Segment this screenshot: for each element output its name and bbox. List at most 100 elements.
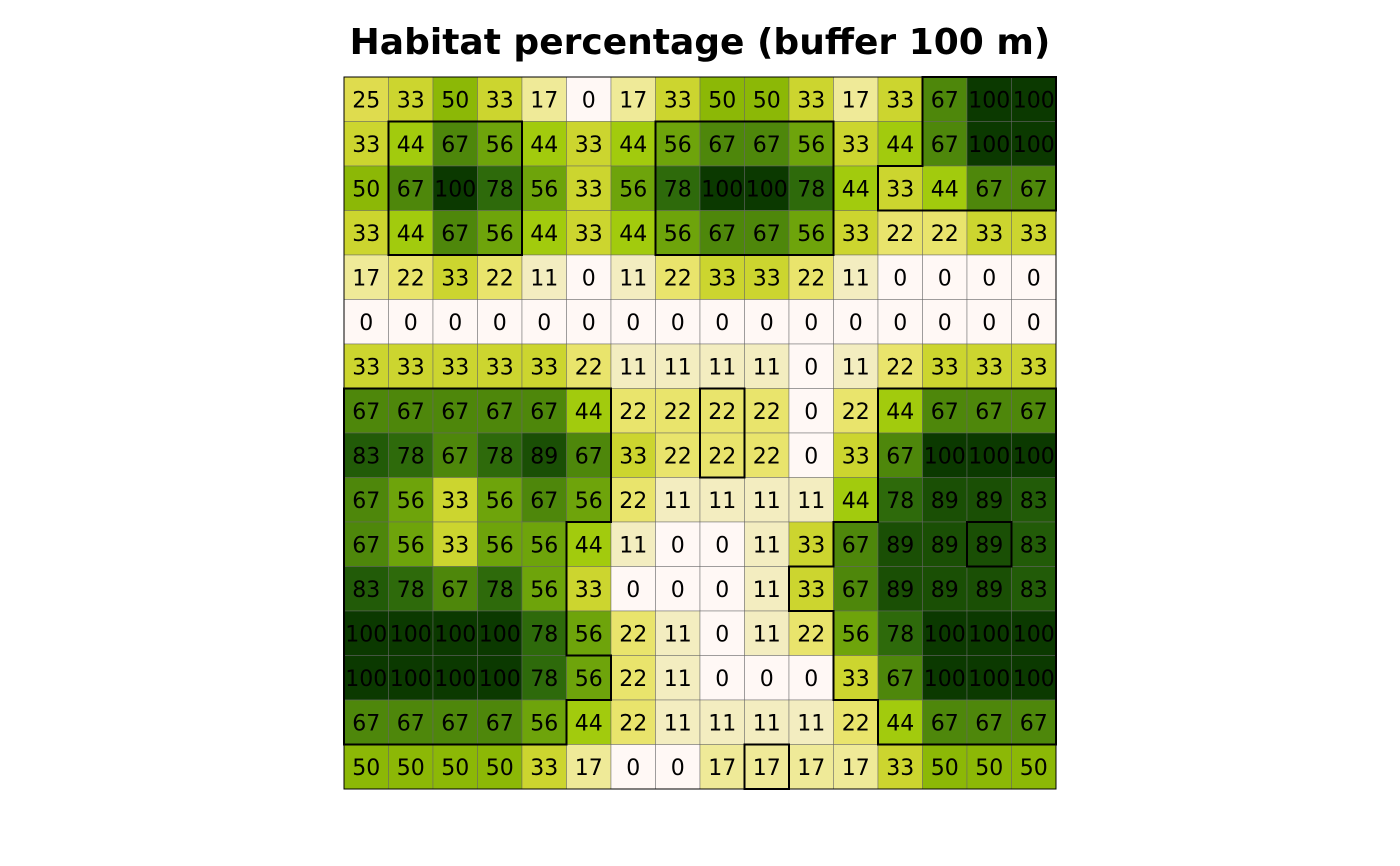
heatmap-cell — [744, 566, 790, 612]
heatmap-cell — [788, 254, 834, 300]
heatmap-cell — [343, 121, 389, 167]
cell-value-label: 67 — [975, 177, 1003, 202]
cell-value-label: 11 — [664, 622, 692, 647]
cell-value-label: 33 — [931, 355, 959, 380]
cell-value-label: 56 — [486, 222, 514, 247]
cell-value-label: 17 — [842, 88, 870, 113]
heatmap-cell — [1011, 254, 1057, 300]
cell-value-label: 44 — [619, 133, 647, 158]
heatmap-cell — [655, 744, 701, 790]
cell-value-label: 0 — [671, 578, 685, 603]
cell-value-label: 25 — [352, 88, 380, 113]
cell-value-label: 50 — [441, 88, 469, 113]
cell-value-label: 56 — [486, 533, 514, 558]
cell-value-label: 83 — [1020, 489, 1048, 514]
heatmap-cell — [655, 655, 701, 701]
cell-value-label: 100 — [1013, 667, 1055, 692]
heatmap-cell — [744, 254, 790, 300]
cell-value-label: 33 — [797, 578, 825, 603]
cell-value-label: 22 — [619, 400, 647, 425]
heatmap-cell — [566, 343, 612, 389]
cell-value-label: 0 — [715, 578, 729, 603]
cell-value-label: 0 — [582, 266, 596, 291]
cell-value-label: 67 — [1020, 400, 1048, 425]
heatmap-cell — [744, 76, 790, 122]
cell-value-label: 44 — [575, 400, 603, 425]
heatmap-cell — [833, 299, 879, 345]
heatmap-cell — [655, 343, 701, 389]
heatmap-cell — [655, 699, 701, 745]
cell-value-label: 56 — [397, 489, 425, 514]
cell-value-label: 67 — [975, 400, 1003, 425]
heatmap-cell — [521, 388, 567, 434]
heatmap-cell — [477, 254, 523, 300]
cell-value-label: 50 — [441, 756, 469, 781]
cell-value-label: 44 — [397, 133, 425, 158]
heatmap-cell — [922, 477, 968, 523]
heatmap-cell — [966, 388, 1012, 434]
heatmap-cell — [922, 655, 968, 701]
cell-value-label: 0 — [804, 444, 818, 469]
cell-value-label: 11 — [664, 667, 692, 692]
heatmap-cell — [922, 610, 968, 656]
heatmap-cell — [966, 121, 1012, 167]
cell-value-label: 83 — [352, 578, 380, 603]
cell-value-label: 0 — [715, 311, 729, 336]
cell-value-label: 100 — [924, 622, 966, 647]
cell-value-label: 33 — [530, 355, 558, 380]
cell-value-label: 67 — [441, 578, 469, 603]
cell-value-label: 0 — [893, 311, 907, 336]
heatmap-cell — [744, 165, 790, 211]
cell-value-label: 0 — [982, 266, 996, 291]
heatmap-cell — [477, 477, 523, 523]
heatmap-cell — [788, 388, 834, 434]
cell-value-label: 0 — [582, 311, 596, 336]
heatmap-cell — [744, 388, 790, 434]
cell-value-label: 17 — [753, 756, 781, 781]
cell-value-label: 22 — [708, 444, 736, 469]
heatmap-cell — [966, 165, 1012, 211]
cell-value-label: 33 — [1020, 355, 1048, 380]
cell-value-label: 17 — [797, 756, 825, 781]
heatmap-cell — [521, 477, 567, 523]
heatmap-cell — [877, 655, 923, 701]
heatmap-cell — [432, 121, 478, 167]
cell-value-label: 0 — [804, 311, 818, 336]
cell-value-label: 78 — [486, 578, 514, 603]
cell-value-label: 22 — [664, 400, 692, 425]
heatmap-cell — [1011, 655, 1057, 701]
cell-value-label: 11 — [708, 711, 736, 736]
cell-value-label: 78 — [397, 578, 425, 603]
heatmap-cell — [343, 655, 389, 701]
heatmap-cell — [788, 343, 834, 389]
cell-value-label: 33 — [664, 88, 692, 113]
cell-value-label: 0 — [1027, 266, 1041, 291]
cell-value-label: 0 — [671, 311, 685, 336]
cell-value-label: 100 — [434, 177, 476, 202]
cell-value-label: 0 — [938, 266, 952, 291]
cell-value-label: 56 — [797, 222, 825, 247]
cell-value-label: 50 — [352, 177, 380, 202]
cell-value-label: 11 — [797, 711, 825, 736]
cell-value-label: 33 — [886, 177, 914, 202]
heatmap-cell — [744, 477, 790, 523]
cell-value-label: 78 — [486, 177, 514, 202]
cell-value-label: 89 — [886, 578, 914, 603]
heatmap-cell — [966, 76, 1012, 122]
cell-value-label: 50 — [486, 756, 514, 781]
cell-value-label: 56 — [842, 622, 870, 647]
cell-value-label: 67 — [530, 489, 558, 514]
cell-value-label: 83 — [352, 444, 380, 469]
cell-value-label: 78 — [664, 177, 692, 202]
cell-value-label: 11 — [708, 355, 736, 380]
cell-value-label: 22 — [397, 266, 425, 291]
heatmap-cell — [388, 165, 434, 211]
cell-value-label: 100 — [1013, 444, 1055, 469]
heatmap-cell — [343, 610, 389, 656]
cell-value-label: 67 — [441, 444, 469, 469]
heatmap-cell — [788, 744, 834, 790]
cell-value-label: 0 — [938, 311, 952, 336]
cell-value-label: 89 — [931, 578, 959, 603]
heatmap-cell — [833, 521, 879, 567]
